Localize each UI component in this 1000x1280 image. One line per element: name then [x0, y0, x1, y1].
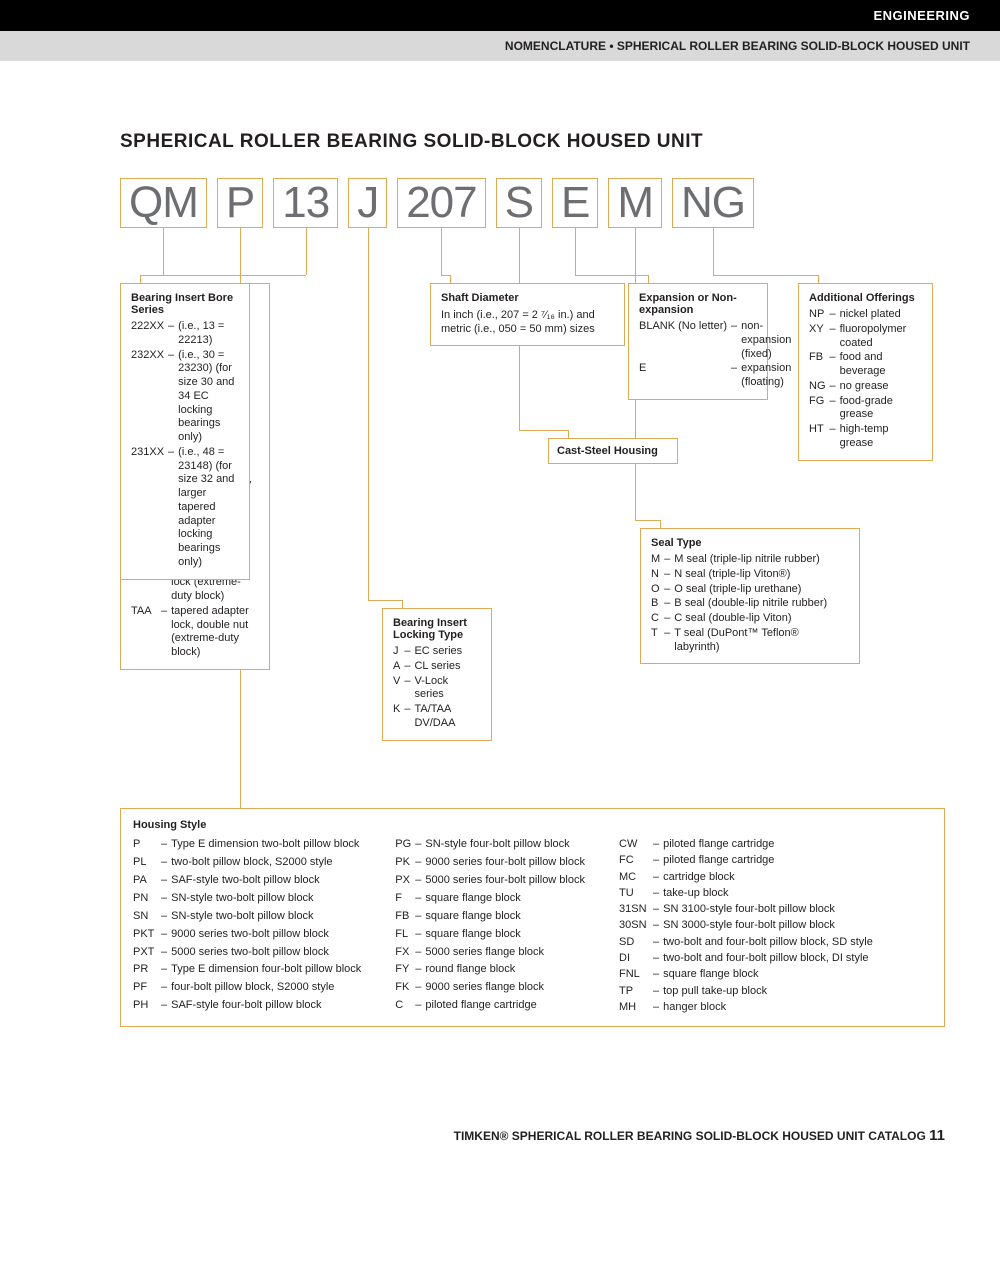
code-part-2: 13 — [273, 178, 338, 228]
shaft-diameter-header: Shaft Diameter — [441, 292, 614, 304]
cast-steel-label: Cast-Steel Housing — [557, 445, 669, 457]
footer-brand: TIMKEN® — [454, 1129, 509, 1143]
page-footer: TIMKEN® SPHERICAL ROLLER BEARING SOLID-B… — [0, 1067, 1000, 1174]
shaft-diameter-text: In inch (i.e., 207 = 2 ⁷⁄₁₆ in.) and met… — [441, 308, 614, 337]
page-title: SPHERICAL ROLLER BEARING SOLID-BLOCK HOU… — [120, 131, 945, 153]
housing-col2: PG–SN-style four-bolt pillow blockPK–900… — [395, 837, 589, 1016]
locking-type-box: Bearing Insert Locking Type J–EC seriesA… — [382, 608, 492, 741]
bore-series-header: Bearing Insert Bore Series — [131, 292, 239, 316]
header-gray: NOMENCLATURE • SPHERICAL ROLLER BEARING … — [0, 31, 1000, 61]
code-part-3: J — [348, 178, 387, 228]
code-part-5: S — [496, 178, 542, 228]
code-row: QMP13J207SEMNG — [120, 178, 945, 228]
additional-box: Additional Offerings NP–nickel platedXY–… — [798, 283, 933, 461]
expansion-box: Expansion or Non-expansion BLANK (No let… — [628, 283, 768, 400]
code-part-6: E — [552, 178, 598, 228]
housing-style-box: Housing Style P–Type E dimension two-bol… — [120, 808, 945, 1027]
seal-type-header: Seal Type — [651, 537, 849, 549]
footer-page: 11 — [929, 1127, 945, 1144]
cast-steel-box: Cast-Steel Housing — [548, 438, 678, 464]
housing-col3: CW–piloted flange cartridgeFC–piloted fl… — [619, 837, 877, 1016]
housing-header: Housing Style — [133, 819, 932, 831]
bore-series-box: Bearing Insert Bore Series 222XX–(i.e., … — [120, 283, 250, 580]
code-part-8: NG — [672, 178, 754, 228]
code-part-7: M — [608, 178, 662, 228]
shaft-diameter-box: Shaft Diameter In inch (i.e., 207 = 2 ⁷⁄… — [430, 283, 625, 346]
page-content: SPHERICAL ROLLER BEARING SOLID-BLOCK HOU… — [0, 61, 1000, 1067]
seal-type-box: Seal Type M–M seal (triple-lip nitrile r… — [640, 528, 860, 664]
expansion-header: Expansion or Non-expansion — [639, 292, 757, 316]
code-part-1: P — [217, 178, 263, 228]
additional-header: Additional Offerings — [809, 292, 922, 304]
code-part-0: QM — [120, 178, 207, 228]
locking-type-header: Bearing Insert Locking Type — [393, 617, 481, 641]
code-part-4: 207 — [397, 178, 485, 228]
housing-col1: P–Type E dimension two-bolt pillow block… — [133, 837, 365, 1016]
footer-text: SPHERICAL ROLLER BEARING SOLID-BLOCK HOU… — [508, 1129, 929, 1143]
header-black: ENGINEERING — [0, 0, 1000, 31]
description-area: Locking Style QM–eccentric lockQA–concen… — [120, 238, 945, 798]
